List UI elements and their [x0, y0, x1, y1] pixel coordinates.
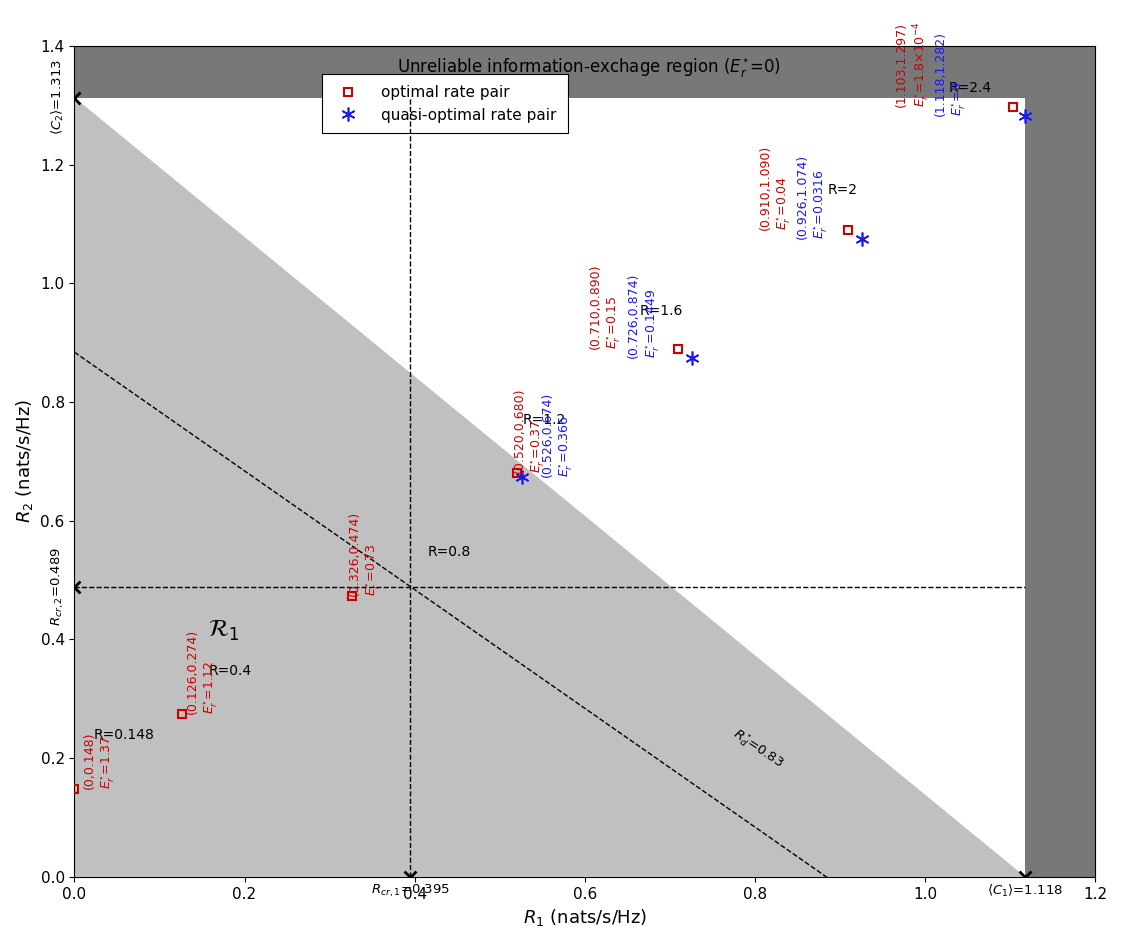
Text: (0.520,0.680): (0.520,0.680)	[512, 388, 526, 473]
Text: $E_r^{\star}$=0: $E_r^{\star}$=0	[951, 82, 967, 116]
Text: $E_r^{\star}$=0.15: $E_r^{\star}$=0.15	[606, 295, 623, 349]
Text: Unreliable information-exchage region ($E_r^{\star}$=0): Unreliable information-exchage region ($…	[397, 57, 781, 79]
Text: R=2: R=2	[827, 184, 858, 197]
Text: R=0.148: R=0.148	[93, 727, 154, 741]
Text: (0.326,0.474): (0.326,0.474)	[348, 511, 361, 595]
Text: (0.526,0.674): (0.526,0.674)	[540, 392, 554, 477]
Text: R=0.8: R=0.8	[427, 545, 471, 560]
Bar	[74, 46, 1095, 98]
Text: $\langle C_1\rangle$=1.118: $\langle C_1\rangle$=1.118	[988, 883, 1064, 899]
Text: $E_r^{\star}$=0.1449: $E_r^{\star}$=0.1449	[645, 288, 661, 358]
Text: $E_r^{\star}$=1.12: $E_r^{\star}$=1.12	[203, 660, 220, 714]
Text: (1.118,1.282): (1.118,1.282)	[934, 31, 946, 116]
Text: R=1.6: R=1.6	[640, 303, 684, 317]
Polygon shape	[74, 98, 1026, 877]
Text: (0.726,0.874): (0.726,0.874)	[628, 273, 640, 358]
X-axis label: $R_1$ (nats/s/Hz): $R_1$ (nats/s/Hz)	[522, 907, 647, 928]
Text: $R_d^{\star}$=0.83: $R_d^{\star}$=0.83	[730, 726, 787, 772]
Text: R=1.2: R=1.2	[522, 413, 566, 427]
Text: $R_{cr,1}$=0.395: $R_{cr,1}$=0.395	[371, 883, 450, 900]
Text: (0.926,1.074): (0.926,1.074)	[796, 154, 808, 239]
Text: $E_r^{\star}$=1.37: $E_r^{\star}$=1.37	[100, 735, 118, 789]
Text: (1.103,1.297): (1.103,1.297)	[896, 22, 908, 107]
Text: $E_r^{\star}$=1.8$\times$10$^{-4}$: $E_r^{\star}$=1.8$\times$10$^{-4}$	[912, 22, 933, 107]
Text: $E_r^{\star}$=0.0316: $E_r^{\star}$=0.0316	[813, 170, 830, 239]
Text: $E_r^{\star}$=0.73: $E_r^{\star}$=0.73	[364, 543, 382, 595]
Text: $E_r^{\star}$=0.04: $E_r^{\star}$=0.04	[776, 176, 794, 230]
Text: (0.126,0.274): (0.126,0.274)	[186, 629, 198, 714]
Text: $\langle C_2\rangle$=1.313: $\langle C_2\rangle$=1.313	[49, 59, 66, 136]
Text: (0.910,1.090): (0.910,1.090)	[759, 145, 772, 230]
Text: $R_{cr,2}$=0.489: $R_{cr,2}$=0.489	[49, 547, 66, 626]
Text: $E_r^{\star}$=0.37: $E_r^{\star}$=0.37	[529, 419, 547, 473]
Text: R=0.4: R=0.4	[209, 664, 252, 678]
Bar	[1026, 46, 1095, 877]
Y-axis label: $R_2$ (nats/s/Hz): $R_2$ (nats/s/Hz)	[13, 399, 35, 524]
Text: $E_r^{\star}$=0.366: $E_r^{\star}$=0.366	[557, 414, 575, 477]
Text: (0.710,0.890): (0.710,0.890)	[589, 263, 602, 349]
Legend: optimal rate pair, quasi-optimal rate pair: optimal rate pair, quasi-optimal rate pa…	[322, 74, 567, 134]
Text: (0,0.148): (0,0.148)	[83, 732, 96, 789]
Text: R=2.4: R=2.4	[948, 81, 992, 94]
Text: $\mathcal{R}_1$: $\mathcal{R}_1$	[207, 618, 239, 643]
